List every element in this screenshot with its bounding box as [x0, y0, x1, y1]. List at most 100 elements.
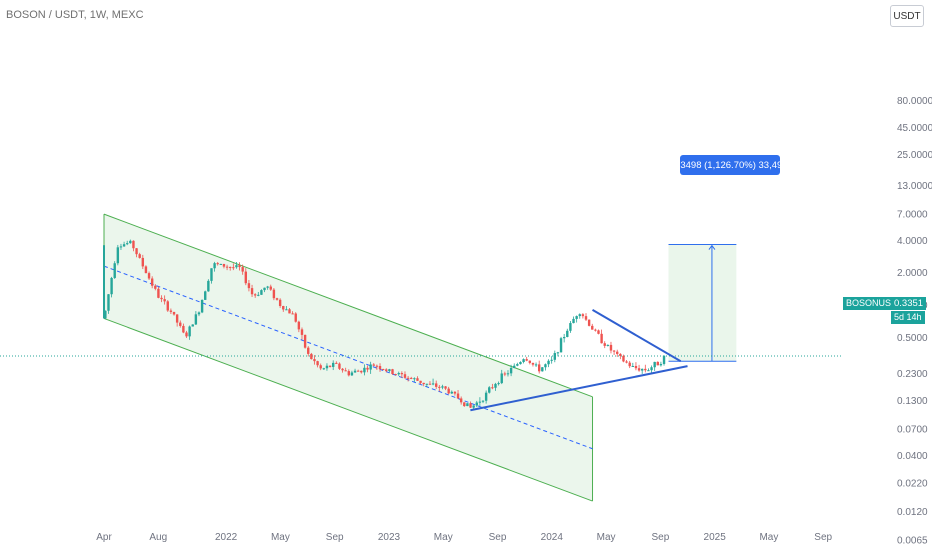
- candle-body: [297, 321, 301, 330]
- candle-body: [238, 265, 241, 268]
- time-tick-label: Sep: [651, 532, 669, 543]
- candle-body: [403, 374, 407, 378]
- candle-body: [431, 383, 435, 385]
- candle-body: [562, 336, 566, 339]
- candle-body: [406, 377, 410, 379]
- price-tick-label: 80.0000: [897, 96, 932, 107]
- candle-body: [194, 314, 198, 325]
- candle-body: [531, 362, 535, 365]
- candle-body: [578, 314, 581, 317]
- candle-body: [294, 313, 297, 322]
- candle-body: [263, 287, 266, 291]
- price-tick-label: 0.0700: [897, 425, 928, 436]
- candle-body: [388, 369, 391, 372]
- candle-body: [544, 364, 547, 368]
- candles: [103, 239, 666, 410]
- candle-body: [637, 368, 641, 371]
- candle-body: [179, 322, 182, 326]
- candle-body: [475, 402, 478, 406]
- time-tick-label: May: [597, 532, 616, 543]
- time-tick-label: Aug: [149, 532, 167, 543]
- candle-body: [232, 267, 235, 269]
- currency-button[interactable]: USDT: [890, 5, 924, 27]
- candle-body: [229, 266, 232, 268]
- time-tick-label: 2024: [541, 532, 564, 543]
- price-tick-label: 2.0000: [897, 268, 928, 279]
- candle-body: [341, 368, 344, 371]
- candle-body: [616, 351, 619, 354]
- candle-body: [104, 310, 107, 319]
- candle-body: [559, 338, 563, 353]
- candle-body: [528, 360, 532, 363]
- candle-body: [331, 362, 335, 367]
- candle-body: [525, 359, 528, 361]
- candle-body: [347, 371, 351, 376]
- price-tick-label: 0.0400: [897, 451, 928, 462]
- candle-body: [222, 263, 226, 267]
- candle-body: [135, 248, 138, 255]
- candle-body: [185, 332, 188, 337]
- candle-body: [300, 329, 304, 335]
- candle-body: [463, 402, 466, 407]
- candle-body: [204, 291, 207, 300]
- candle-body: [662, 355, 666, 364]
- candle-body: [410, 377, 413, 379]
- price-tick-label: 0.1300: [897, 396, 928, 407]
- candle-body: [634, 365, 638, 369]
- candle-body: [419, 380, 422, 383]
- candle-body: [381, 369, 385, 371]
- price-tick-label: 0.2300: [897, 369, 928, 380]
- candle-body: [200, 299, 204, 313]
- candle-body: [653, 361, 656, 368]
- candle-body: [241, 267, 244, 272]
- time-tick-label: May: [271, 532, 290, 543]
- time-tick-label: Apr: [96, 532, 112, 543]
- time-tick-label: Sep: [326, 532, 344, 543]
- candle-body: [584, 316, 588, 320]
- candle-body: [207, 280, 210, 292]
- candle-body: [550, 359, 553, 361]
- candle-body: [110, 277, 113, 295]
- candle-body: [316, 361, 319, 366]
- candle-body: [434, 383, 438, 387]
- candle-body: [107, 294, 110, 311]
- price-tick-label: 7.0000: [897, 210, 928, 221]
- measure-box: [668, 244, 737, 362]
- candle-body: [291, 313, 294, 315]
- candle-body: [275, 298, 279, 300]
- candle-body: [647, 370, 650, 372]
- candle-body: [612, 350, 616, 352]
- candle-body: [556, 352, 560, 354]
- candle-body: [132, 240, 135, 249]
- candle-body: [375, 365, 379, 367]
- candle-body: [144, 266, 148, 274]
- candle-body: [453, 391, 457, 394]
- candle-body: [494, 383, 497, 388]
- candle-body: [466, 403, 469, 407]
- candle-body: [391, 369, 394, 375]
- candle-body: [319, 365, 322, 369]
- candle-body: [472, 405, 475, 408]
- candle-body: [625, 361, 628, 363]
- candle-body: [444, 386, 447, 389]
- candle-body: [360, 370, 363, 373]
- channel-midline: [103, 265, 593, 450]
- candle-body: [157, 288, 160, 298]
- candle-body: [385, 369, 388, 372]
- candle-body: [656, 361, 659, 366]
- candle-body: [235, 265, 238, 268]
- candle-body: [587, 319, 591, 326]
- candle-body: [285, 309, 288, 311]
- time-axis[interactable]: Apr Aug 2022 May Sep 2023 May Sep 2024 May Sep 2025…: [96, 532, 832, 543]
- candle-body: [553, 353, 556, 360]
- candle-body: [257, 294, 260, 296]
- candle-body: [122, 244, 126, 247]
- candle-body: [522, 359, 525, 363]
- channel-lower-line: [103, 317, 593, 502]
- candle-body: [497, 383, 500, 385]
- candle-body: [606, 344, 610, 346]
- candle-body: [116, 247, 120, 264]
- candle-body: [609, 344, 613, 351]
- time-tick-label: Sep: [814, 532, 832, 543]
